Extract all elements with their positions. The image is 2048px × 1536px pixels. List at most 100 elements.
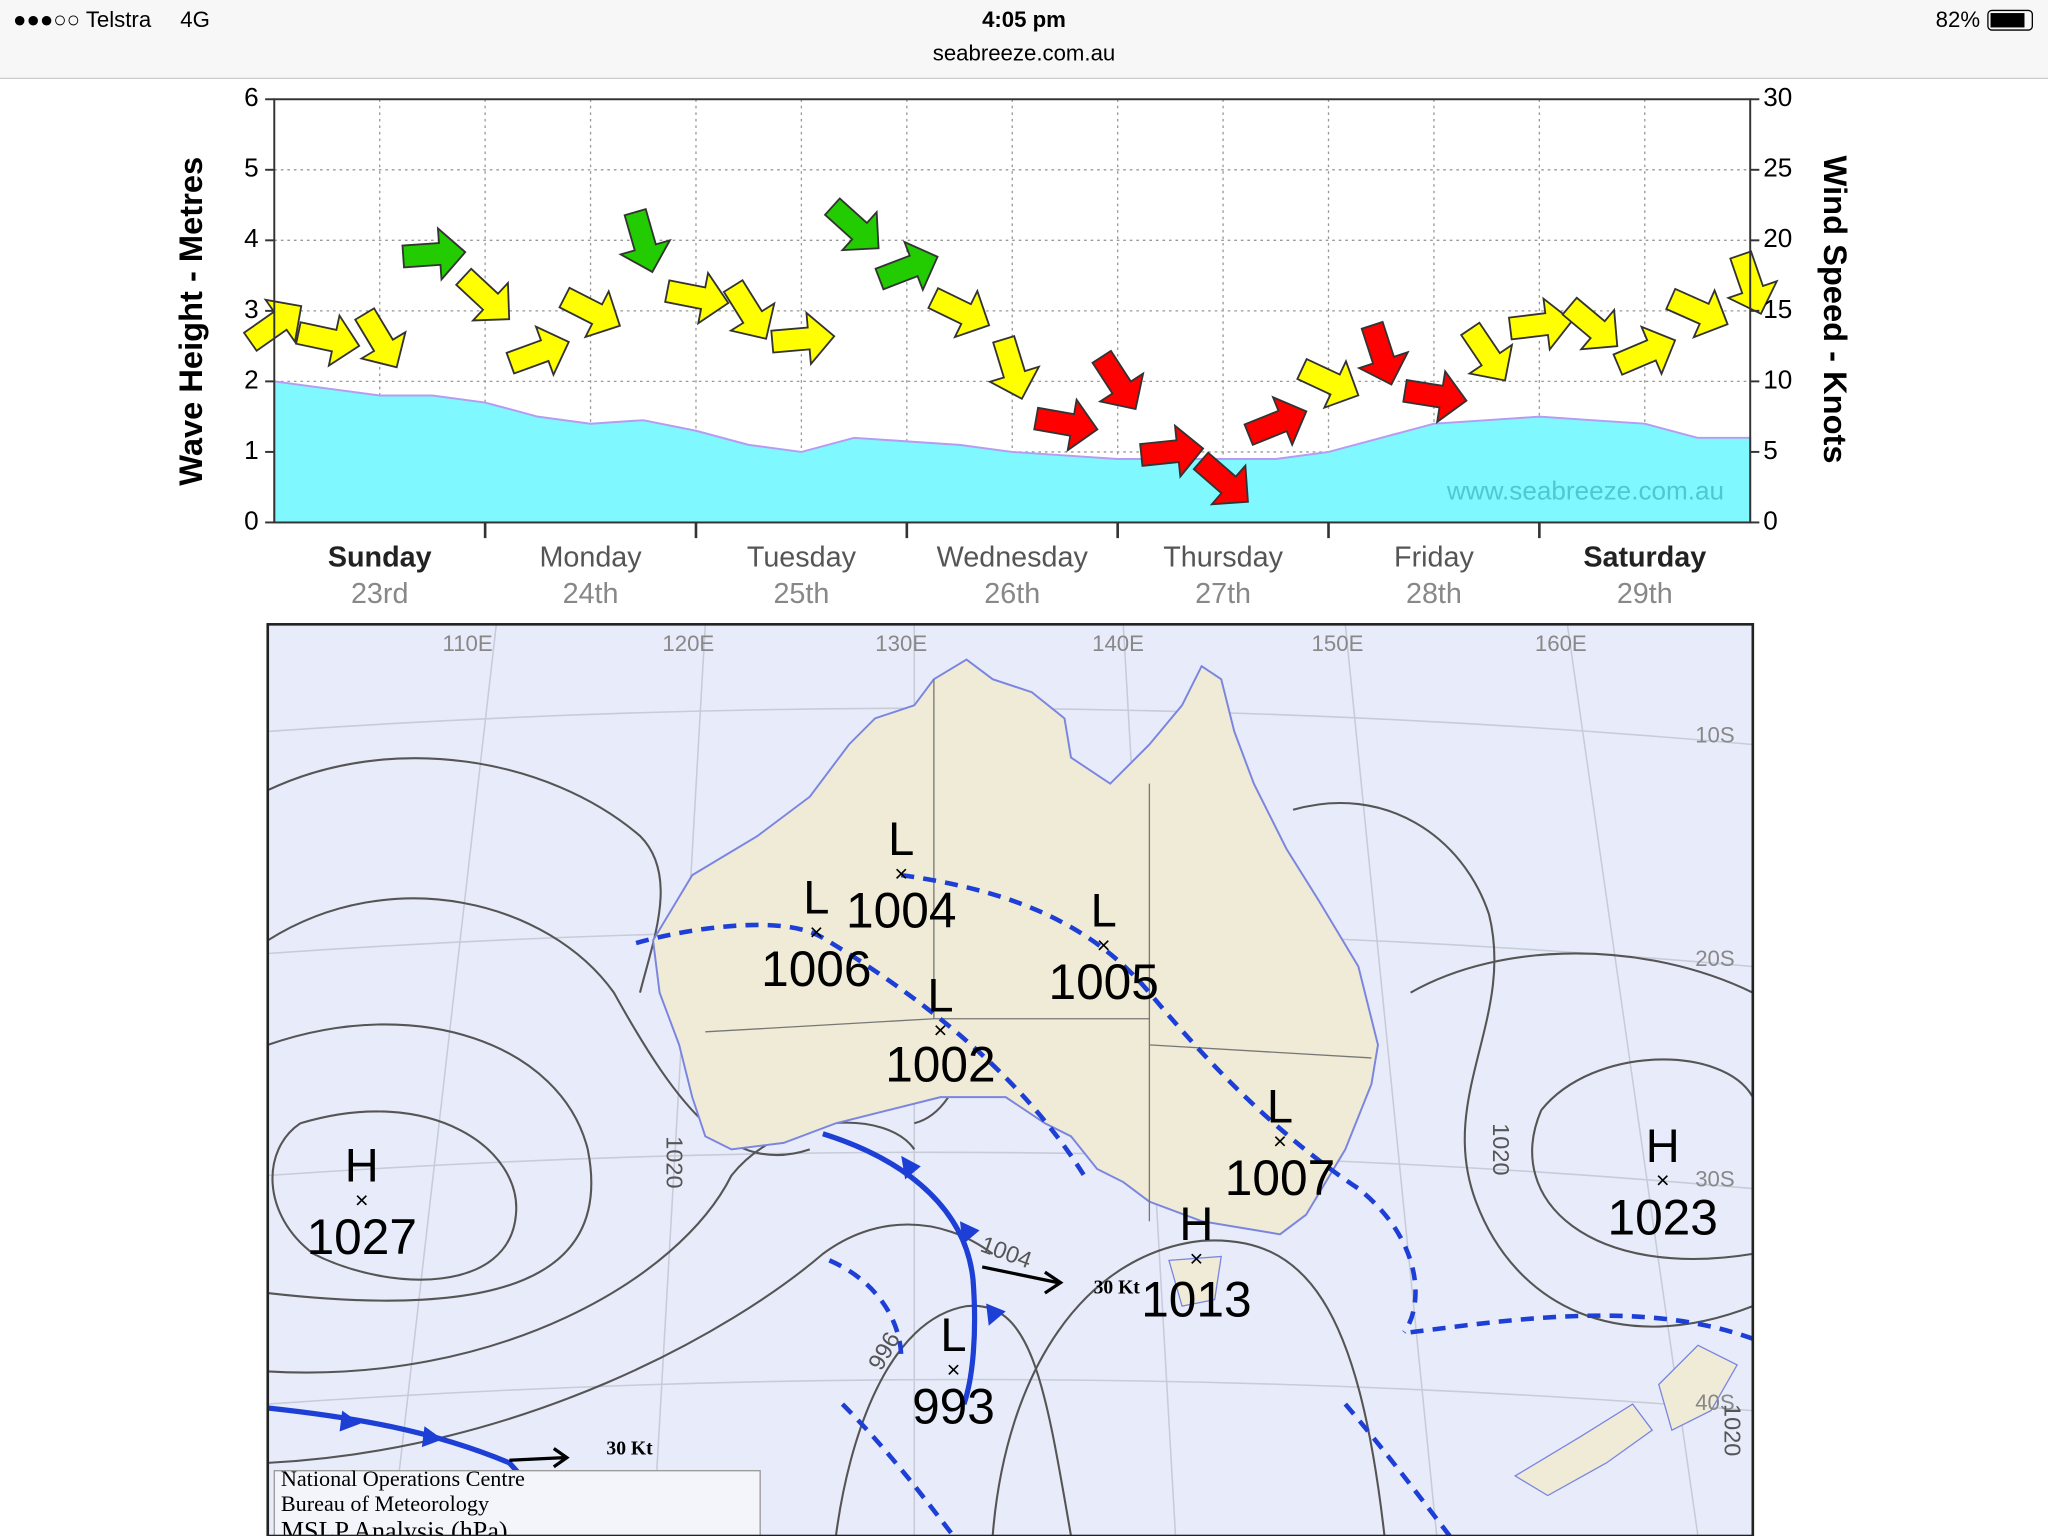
system-centre: × (934, 1017, 948, 1043)
longitude-label: 150E (1312, 631, 1364, 656)
credit-line: MSLP Analysis (hPa) (281, 1516, 508, 1536)
system-centre: × (1656, 1167, 1670, 1193)
latitude-label: 20S (1695, 946, 1734, 971)
tasmania (1168, 1255, 1222, 1307)
wind-arrow (618, 208, 672, 274)
y2-tick-label: 5 (1763, 435, 1778, 465)
longitude-label: 140E (1092, 631, 1144, 656)
longitude-label: 160E (1535, 631, 1587, 656)
battery-fill (1990, 13, 2025, 28)
system-pressure: 1007 (1225, 1150, 1335, 1206)
y-tick-label: 2 (244, 364, 259, 394)
wave-wind-chart: www.seabreeze.com.au 0 1 2 3 4 5 6 0 5 10 15 20 25 30 W… (172, 82, 1854, 610)
x-date-label: 25th (773, 578, 829, 610)
system-letter: L (1267, 1080, 1293, 1133)
wind-arrow (1507, 296, 1574, 352)
system-pressure: 1005 (1048, 954, 1158, 1010)
wind-arrow (1356, 320, 1410, 386)
latitude-label: 10S (1695, 723, 1734, 748)
wind-arrow (1139, 423, 1205, 479)
y2-tick-label: 10 (1763, 364, 1792, 394)
new-zealand (1513, 1344, 1739, 1497)
wind-arrow (1033, 397, 1099, 453)
system-letter: L (940, 1308, 966, 1361)
wind-label: 30 Kt (1094, 1278, 1141, 1299)
system-letter: L (888, 812, 914, 865)
x-date-label: 27th (1195, 578, 1251, 610)
wind-arrow (1402, 369, 1468, 424)
wind-arrow (770, 310, 836, 367)
x-tick-label: Saturday (1583, 542, 1706, 574)
isobar-label: 1020 (1488, 1123, 1514, 1175)
longitude-label: 120E (662, 631, 714, 656)
wind-arrow (353, 307, 407, 369)
system-letter: L (927, 969, 953, 1022)
system-letter: H (1646, 1119, 1680, 1172)
network: 4G (180, 7, 210, 32)
state-borders (705, 679, 1372, 1222)
system-pressure: 993 (912, 1379, 995, 1435)
longitude-label: 130E (875, 631, 927, 656)
system-pressure: 1013 (1141, 1272, 1251, 1328)
wind-arrows (509, 1265, 1064, 1469)
system-letter: L (1091, 884, 1117, 937)
credit-line: Bureau of Meteorology (281, 1491, 489, 1516)
wind-arrow (1665, 287, 1729, 339)
system-letter: L (803, 871, 829, 924)
wind-arrow (558, 286, 622, 339)
y2-tick-label: 20 (1763, 223, 1792, 253)
wind-arrow (823, 197, 880, 252)
x-date-label: 24th (563, 578, 619, 610)
wind-arrow (722, 278, 776, 340)
system-pressure: 1002 (885, 1037, 995, 1093)
x-tick-label: Sunday (328, 542, 432, 574)
x-date-label: 29th (1617, 578, 1673, 610)
system-centre: × (947, 1357, 961, 1383)
y2-tick-label: 25 (1763, 153, 1792, 183)
wind-arrow (401, 226, 467, 282)
watermark: www.seabreeze.com.au (1446, 475, 1724, 505)
x-tick-label: Thursday (1163, 542, 1283, 574)
system-letter: H (1179, 1197, 1213, 1250)
system-letter: H (345, 1138, 379, 1191)
wind-arrow (242, 298, 303, 353)
wave-height-area (273, 380, 1752, 524)
wind-arrow (1192, 451, 1249, 506)
system-pressure: 1027 (307, 1209, 417, 1265)
y-tick-label: 1 (244, 435, 259, 465)
system-centre: × (1273, 1128, 1287, 1154)
x-tick-label: Wednesday (937, 542, 1089, 574)
y-tick-label: 5 (244, 153, 259, 183)
system-pressure: 1004 (846, 882, 956, 938)
y-axis-title: Wave Height - Metres (172, 157, 209, 486)
y-tick-label: 0 (244, 505, 259, 535)
wind-arrow (1091, 349, 1145, 411)
wind-arrow (927, 286, 991, 339)
map-frame (266, 623, 1755, 1536)
clock: 4:05 pm (982, 7, 1066, 32)
wind-arrow (664, 270, 730, 326)
wind-arrow (1243, 395, 1308, 448)
wind-arrow (1296, 357, 1360, 410)
system-pressure: 1023 (1607, 1189, 1717, 1245)
troughs (635, 872, 1753, 1536)
wind-arrow (874, 240, 939, 293)
url[interactable]: seabreeze.com.au (933, 41, 1116, 66)
system-centre: × (355, 1187, 369, 1213)
latitude-label: 40S (1695, 1390, 1734, 1415)
y2-tick-label: 0 (1763, 505, 1778, 535)
australia (652, 658, 1379, 1236)
wind-arrow (295, 313, 361, 368)
credits-box (273, 1470, 761, 1536)
weather-map: 110E 120E 130E 140E 150E 160E10S20S30S40SL×10… (267, 624, 1753, 1536)
status-bar (0, 0, 2048, 79)
x-tick-label: Tuesday (747, 542, 857, 574)
y2-axis-title: Wind Speed - Knots (1817, 156, 1854, 464)
wind-arrow (1459, 321, 1514, 382)
y-tick-label: 6 (244, 82, 259, 112)
carrier: ●●●○○ Telstra (13, 7, 152, 32)
wind-label: 30 Kt (606, 1438, 653, 1459)
y-tick-label: 4 (244, 223, 259, 253)
wind-arrow (1725, 250, 1779, 315)
